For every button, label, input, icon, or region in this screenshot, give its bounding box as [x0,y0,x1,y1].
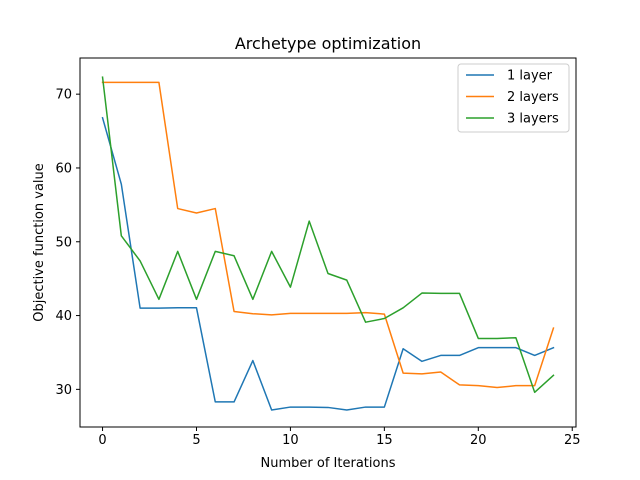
x-axis: 0 5 10 15 20 25 [98,427,581,448]
plot-frame [79,57,577,428]
legend-box [457,63,570,133]
legend-label-2: 2 layers [507,90,559,105]
y-axis: 30 40 50 60 70 [55,88,80,398]
x-tick-label: 25 [564,433,581,448]
y-tick-label: 70 [55,88,72,103]
y-tick-label: 60 [55,161,72,176]
x-tick-label: 20 [470,433,487,448]
legend-label-1: 1 layer [507,69,553,84]
x-tick-label: 15 [376,433,393,448]
y-tick-label: 40 [55,309,72,324]
series-layer [101,76,555,411]
series-line-1 [101,116,555,411]
x-axis-label: Number of Iterations [261,456,396,471]
x-tick-label: 0 [98,433,106,448]
x-tick-label: 10 [282,433,299,448]
series-line-3 [101,76,555,394]
legend-label-3: 3 layers [507,112,559,127]
chart-title: Archetype optimization [235,34,421,53]
y-axis-label: Objective function value [32,163,47,322]
y-tick-label: 50 [55,235,72,250]
y-tick-label: 30 [55,383,72,398]
x-tick-label: 5 [192,433,200,448]
legend: 1 layer 2 layers 3 layers [457,63,570,133]
series-line-2 [101,81,555,389]
